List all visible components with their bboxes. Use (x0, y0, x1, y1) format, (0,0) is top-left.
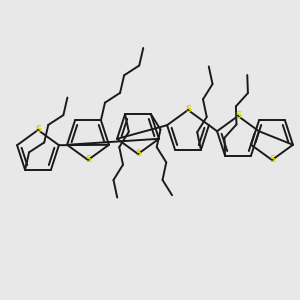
Text: S: S (185, 106, 191, 115)
Text: S: S (85, 155, 91, 164)
Text: S: S (235, 112, 241, 121)
Text: S: S (35, 125, 41, 134)
Text: S: S (269, 155, 275, 164)
Text: S: S (135, 149, 141, 158)
